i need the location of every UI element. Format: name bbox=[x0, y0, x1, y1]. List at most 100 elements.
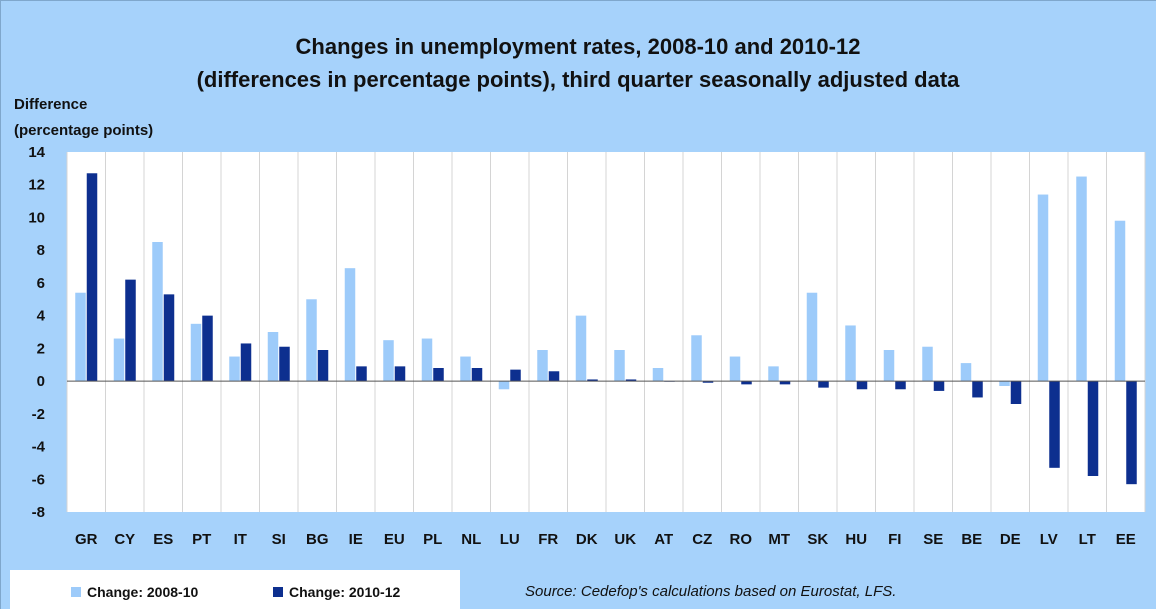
bar-at-series-1 bbox=[652, 368, 664, 382]
x-tick-label: LV bbox=[1040, 531, 1058, 548]
legend-swatch-2010-12 bbox=[273, 587, 283, 597]
x-tick-label: SE bbox=[923, 531, 943, 548]
x-tick-label: PT bbox=[192, 531, 211, 548]
y-tick-label: 4 bbox=[37, 308, 46, 325]
y-tick-label: -6 bbox=[32, 471, 45, 488]
bar-es-series-1 bbox=[152, 242, 163, 382]
x-tick-label: LU bbox=[500, 531, 520, 548]
legend-swatch-2008-10 bbox=[71, 587, 81, 597]
legend-item-2010-12: Change: 2010-12 bbox=[273, 584, 400, 600]
bar-bg-series-2 bbox=[317, 350, 329, 382]
x-tick-label: SI bbox=[272, 531, 286, 548]
x-tick-label: PL bbox=[423, 531, 442, 548]
grid-lines bbox=[66, 152, 1146, 512]
bar-ie-series-1 bbox=[344, 268, 356, 382]
bar-fi-series-2 bbox=[895, 381, 906, 390]
bar-fr-series-2 bbox=[548, 371, 560, 382]
x-tick-label: SK bbox=[807, 531, 828, 548]
y-axis-label-line-1: Difference bbox=[14, 96, 88, 113]
x-tick-label: IT bbox=[234, 531, 247, 548]
bar-gr-series-2 bbox=[86, 173, 98, 382]
x-tick-label: UK bbox=[614, 531, 636, 548]
x-tick-label: DE bbox=[1000, 531, 1021, 548]
bar-es-series-2 bbox=[163, 294, 175, 382]
bar-ro-series-2 bbox=[741, 381, 752, 385]
bar-mt-series-1 bbox=[768, 366, 779, 382]
bar-bg-series-1 bbox=[306, 299, 317, 382]
chart-title: Changes in unemployment rates, 2008-10 a… bbox=[0, 30, 1156, 96]
bar-cy-series-2 bbox=[125, 279, 136, 382]
x-tick-label: GR bbox=[75, 531, 98, 548]
bar-de-series-1 bbox=[999, 381, 1010, 386]
bar-si-series-2 bbox=[279, 346, 290, 382]
bar-lv-series-2 bbox=[1049, 381, 1060, 468]
x-tick-label: BE bbox=[961, 531, 982, 548]
chart-title-line-2: (differences in percentage points), thir… bbox=[196, 67, 960, 92]
bar-fi-series-1 bbox=[883, 350, 895, 382]
y-tick-label: 2 bbox=[37, 340, 45, 357]
bar-cz-series-1 bbox=[691, 335, 702, 382]
bar-pt-series-1 bbox=[190, 323, 202, 382]
y-tick-labels: 14 12 10 8 6 4 2 0 -2 -4 -6 -8 bbox=[28, 144, 45, 521]
bar-nl-series-2 bbox=[471, 368, 483, 382]
bar-nl-series-1 bbox=[460, 356, 471, 382]
x-tick-label: CZ bbox=[692, 531, 712, 548]
x-tick-label: MT bbox=[768, 531, 790, 548]
legend bbox=[10, 570, 460, 609]
bar-gr-series-1 bbox=[75, 292, 86, 382]
y-tick-label: 14 bbox=[28, 144, 45, 161]
y-tick-label: 10 bbox=[28, 209, 45, 226]
x-tick-label: BG bbox=[306, 531, 329, 548]
x-tick-labels: GR CY ES PT IT SI BG IE EU PL NL LU FR DK UK AT CZ RO MT SK… bbox=[75, 531, 1136, 548]
chart-title-line-1: Changes in unemployment rates, 2008-10 a… bbox=[295, 34, 861, 59]
legend-label-2010-12: Change: 2010-12 bbox=[289, 584, 401, 600]
bar-it-series-2 bbox=[240, 343, 252, 382]
bar-be-series-2 bbox=[972, 381, 983, 398]
bar-lt-series-2 bbox=[1087, 381, 1099, 476]
bar-ee-series-2 bbox=[1126, 381, 1137, 485]
x-tick-label: RO bbox=[730, 531, 753, 548]
x-tick-label: EE bbox=[1116, 531, 1136, 548]
y-tick-label: 0 bbox=[37, 373, 45, 390]
legend-label-2008-10: Change: 2008-10 bbox=[87, 584, 199, 600]
bar-ee-series-1 bbox=[1114, 220, 1126, 382]
bar-pl-series-1 bbox=[421, 338, 433, 382]
x-tick-label: FI bbox=[888, 531, 901, 548]
bar-ie-series-2 bbox=[356, 366, 367, 382]
bar-se-series-2 bbox=[933, 381, 945, 391]
x-tick-label: ES bbox=[153, 531, 173, 548]
x-tick-label: LT bbox=[1079, 531, 1096, 548]
bar-eu-series-2 bbox=[394, 366, 406, 382]
source-note: Source: Cedefop's calculations based on … bbox=[525, 583, 897, 600]
bar-cy-series-1 bbox=[113, 338, 125, 382]
x-tick-label: IE bbox=[349, 531, 363, 548]
bar-lv-series-1 bbox=[1037, 194, 1049, 382]
x-tick-label: NL bbox=[461, 531, 481, 548]
y-axis-label-line-2: (percentage points) bbox=[14, 122, 154, 139]
bar-be-series-1 bbox=[960, 363, 972, 382]
x-tick-label: HU bbox=[845, 531, 867, 548]
y-tick-label: -8 bbox=[32, 504, 45, 521]
y-tick-label: -4 bbox=[32, 439, 46, 456]
bar-de-series-2 bbox=[1010, 381, 1022, 404]
y-tick-label: -2 bbox=[32, 406, 45, 423]
bar-sk-series-2 bbox=[818, 381, 829, 388]
x-tick-label: CY bbox=[114, 531, 135, 548]
bar-lt-series-1 bbox=[1076, 176, 1087, 382]
y-tick-label: 8 bbox=[37, 242, 45, 259]
bar-si-series-1 bbox=[267, 332, 279, 382]
bar-hu-series-2 bbox=[856, 381, 868, 390]
bar-sk-series-1 bbox=[806, 292, 818, 382]
x-tick-label: FR bbox=[538, 531, 558, 548]
bars bbox=[75, 173, 1137, 485]
bar-lu-series-2 bbox=[510, 369, 521, 382]
bar-dk-series-2 bbox=[587, 379, 598, 382]
y-tick-label: 6 bbox=[37, 275, 45, 292]
bar-pl-series-2 bbox=[433, 368, 444, 382]
bar-uk-series-2 bbox=[625, 379, 637, 382]
bar-pt-series-2 bbox=[202, 315, 213, 382]
bar-dk-series-1 bbox=[575, 315, 587, 382]
x-tick-label: EU bbox=[384, 531, 405, 548]
bar-cz-series-2 bbox=[702, 381, 714, 383]
